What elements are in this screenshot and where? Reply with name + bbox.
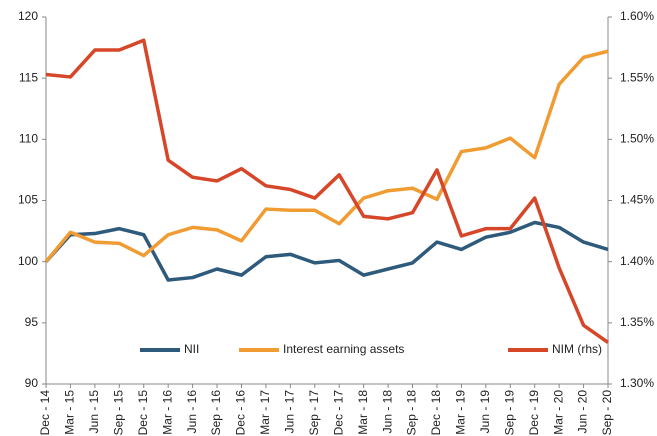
x-tick-label: Dec - 16	[234, 390, 248, 436]
y2-tick-label: 1.60%	[620, 9, 654, 23]
x-tick-label: Dec - 19	[527, 390, 541, 436]
y2-tick-label: 1.55%	[620, 70, 654, 84]
y2-tick-label: 1.45%	[620, 193, 654, 207]
x-tick-label: Sep - 18	[405, 390, 419, 436]
y-tick-label: 110	[19, 132, 38, 146]
y-tick-label: 90	[25, 376, 39, 390]
y-tick-label: 120	[18, 9, 38, 23]
series-line	[44, 220, 609, 282]
x-tick-label: Mar - 15	[63, 390, 77, 435]
y-tick-label: 100	[18, 254, 38, 268]
y-tick-label: 115	[19, 70, 38, 84]
x-tick-label: Jun - 19	[478, 390, 492, 434]
x-tick-label: Jun - 17	[283, 390, 297, 434]
x-tick-label: Sep - 16	[209, 390, 223, 436]
x-tick-label: Mar - 20	[551, 390, 565, 435]
x-tick-label: Mar - 19	[454, 390, 468, 435]
x-tick-label: Sep - 17	[307, 390, 321, 436]
series-line	[44, 49, 609, 263]
x-tick-label: Mar - 16	[160, 390, 174, 435]
x-tick-label: Mar - 17	[258, 390, 272, 435]
x-tick-label: Dec - 17	[331, 390, 345, 436]
legend-label: Interest earning assets	[283, 342, 404, 356]
y2-tick-label: 1.30%	[620, 376, 654, 390]
x-tick-label: Sep - 15	[111, 390, 125, 436]
x-tick-label: Jun - 15	[87, 390, 101, 434]
x-tick-label: Mar - 18	[356, 390, 370, 435]
x-tick-label: Sep - 20	[600, 390, 614, 436]
x-tick-label: Jun - 18	[380, 390, 394, 434]
x-tick-label: Dec - 14	[38, 390, 52, 436]
legend-label: NII	[184, 342, 199, 356]
x-tick-label: Dec - 15	[136, 390, 150, 436]
y2-tick-label: 1.40%	[620, 254, 654, 268]
x-tick-label: Jun - 20	[576, 390, 590, 434]
y2-tick-label: 1.50%	[620, 132, 654, 146]
x-tick-label: Dec - 18	[429, 390, 443, 436]
legend-label: NIM (rhs)	[552, 342, 602, 356]
x-tick-label: Sep - 19	[502, 390, 516, 436]
y2-tick-label: 1.35%	[620, 315, 654, 329]
y-tick-label: 95	[25, 315, 39, 329]
series-line	[45, 38, 610, 344]
y-tick-label: 105	[18, 193, 38, 207]
x-tick-label: Jun - 16	[185, 390, 199, 434]
